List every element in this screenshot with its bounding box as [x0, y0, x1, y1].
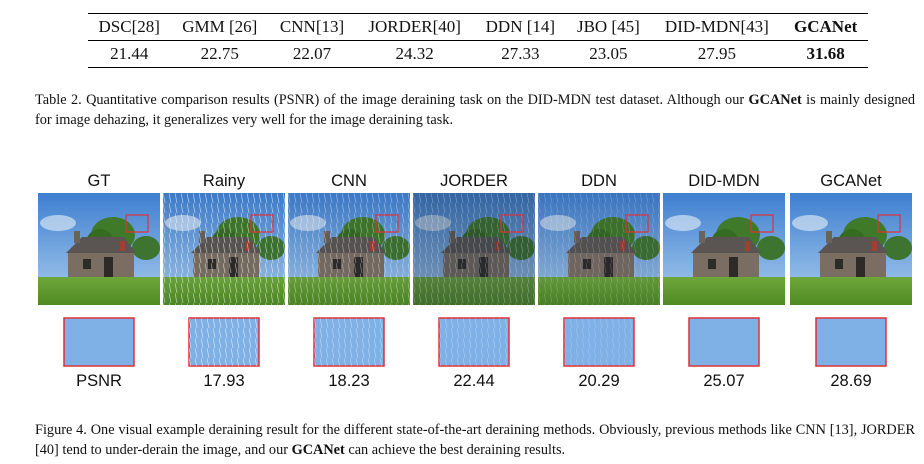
column-header: DDN [14] [485, 17, 556, 36]
zoom-box [877, 214, 901, 233]
result-image [38, 193, 160, 305]
zoom-crop [815, 317, 887, 367]
result-image [538, 193, 660, 305]
zoom-crop [63, 317, 135, 367]
table-cell: 23.05 [589, 44, 628, 63]
crop-rain [189, 318, 259, 366]
psnr-value: 20.29 [578, 372, 619, 390]
zoom-box [375, 214, 399, 233]
zoom-crop [688, 317, 760, 367]
caption-text: Figure 4. One visual example deraining r… [35, 422, 915, 458]
table-cell: 27.95 [697, 44, 736, 63]
rain-streaks [288, 193, 410, 305]
column-header: GMM [26] [182, 17, 258, 36]
zoom-crop [563, 317, 635, 367]
zoom-crop [188, 317, 260, 367]
crop-rain [439, 318, 509, 366]
zoom-crop [438, 317, 510, 367]
column-header: JORDER[40] [368, 17, 461, 36]
results-table: DSC[28] GMM [26] CNN[13] JORDER[40] DDN [14]… [88, 13, 868, 68]
crop-rain [314, 318, 384, 366]
table-cell: 22.75 [200, 44, 239, 63]
result-image [790, 193, 912, 305]
value-row: 21.44 22.75 22.07 24.32 27.33 23.05 27.95 31.68 [88, 41, 868, 68]
scene [790, 193, 912, 305]
table-cell: 21.44 [110, 44, 149, 63]
table-cell: 31.68 [806, 44, 845, 63]
column-label: GCANet [820, 172, 882, 190]
result-image [413, 193, 535, 305]
caption-text: Table 2. Quantitative comparison results… [35, 92, 749, 108]
crop-fill [815, 317, 887, 367]
table-cell: 24.32 [395, 44, 434, 63]
column-header: GCANet [794, 17, 858, 36]
psnr-value: 28.69 [830, 372, 871, 390]
column-header: CNN[13] [279, 17, 345, 36]
rain-streaks [413, 193, 535, 305]
psnr-label: PSNR [76, 372, 122, 390]
column-header: DSC[28] [98, 17, 160, 36]
rain-streaks [538, 193, 660, 305]
column-label: DID-MDN [688, 172, 760, 190]
column-label: CNN [331, 172, 367, 190]
psnr-value: 18.23 [328, 372, 369, 390]
result-image [288, 193, 410, 305]
caption-text: can achieve the best deraining results. [344, 442, 566, 458]
crop-fill [688, 317, 760, 367]
zoom-box [250, 214, 274, 233]
column-label: JORDER [440, 172, 508, 190]
zoom-box [125, 214, 149, 233]
zoom-box [750, 214, 774, 233]
column-label: GT [88, 172, 111, 190]
crop-rain [564, 318, 634, 366]
rain-streaks [163, 193, 285, 305]
zoom-crop [313, 317, 385, 367]
figure-caption: Figure 4. One visual example deraining r… [35, 420, 915, 460]
zoom-box [500, 214, 524, 233]
result-image [163, 193, 285, 305]
scene [663, 193, 785, 305]
caption-bold: GCANet [748, 92, 802, 108]
table-cell: 27.33 [501, 44, 540, 63]
table-caption: Table 2. Quantitative comparison results… [35, 90, 915, 130]
column-header: DID-MDN[43] [664, 17, 769, 36]
psnr-value: 22.44 [453, 372, 494, 390]
caption-text: is mainly designed for image dehazing, i… [35, 92, 915, 128]
crop-fill [63, 317, 135, 367]
result-image [663, 193, 785, 305]
psnr-value: 25.07 [703, 372, 744, 390]
figure: GT PSNR Rainy 17.93 CNN 18.23 JORDER 22.44 DDN 20… [38, 172, 912, 390]
column-label: Rainy [203, 172, 246, 190]
psnr-value: 17.93 [203, 372, 244, 390]
table-cell: 22.07 [292, 44, 332, 63]
caption-bold: GCANet [291, 442, 345, 458]
zoom-box [625, 214, 649, 233]
column-label: DDN [581, 172, 617, 190]
column-header: JBO [45] [576, 17, 640, 36]
header-row: DSC[28] GMM [26] CNN[13] JORDER[40] DDN [14]… [88, 13, 868, 41]
scene [38, 193, 160, 305]
